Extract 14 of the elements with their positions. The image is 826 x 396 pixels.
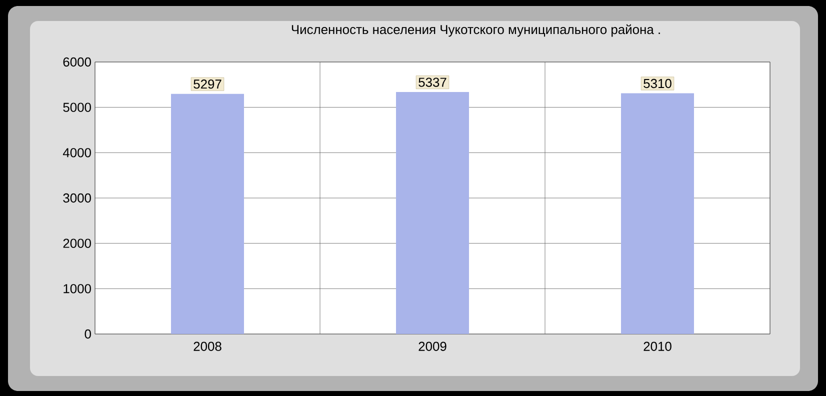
data-label: 5310 [644, 78, 672, 88]
y-tick-label: 2000 [63, 238, 91, 248]
data-label: 5297 [194, 80, 222, 89]
y-tick-label: 1000 [64, 284, 91, 294]
x-tick-label: 2008 [194, 342, 222, 351]
x-tick-label: 2010 [644, 342, 672, 351]
y-tick-label: 6000 [63, 57, 91, 67]
y-tick-label: 0 [84, 329, 91, 339]
chart-title: Численность населения Чукотского муниципального района . [292, 24, 660, 37]
y-tick-label: 5000 [63, 102, 91, 112]
x-tick-label: 2009 [418, 342, 446, 351]
y-tick-label: 3000 [63, 193, 91, 203]
data-label: 5337 [418, 78, 446, 87]
y-tick-label: 4000 [62, 148, 91, 158]
